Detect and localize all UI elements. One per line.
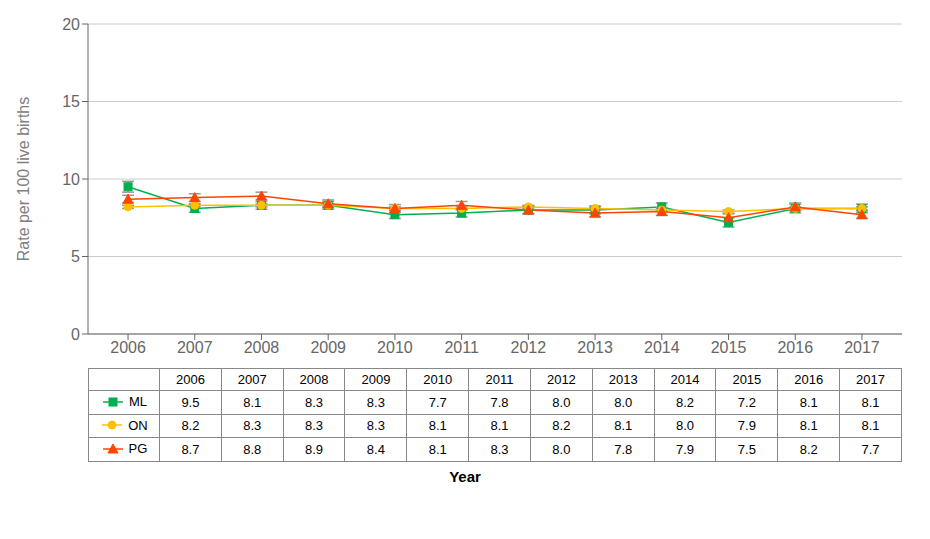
html-text:8.3: 8.3 (366, 394, 385, 410)
svg-text:2007: 2007 (177, 339, 213, 356)
html-text:7.9: 7.9 (676, 441, 695, 457)
html-text:8.1: 8.1 (428, 418, 447, 434)
html-text:8.1: 8.1 (490, 418, 509, 434)
html-text:7.8: 7.8 (490, 394, 509, 410)
svg-text:2012: 2012 (511, 339, 547, 356)
html-text:ON: ON (128, 417, 148, 433)
svg-text:Rate per 100 live births: Rate per 100 live births (15, 97, 32, 262)
html-text:8.3: 8.3 (366, 418, 385, 434)
html-text:8.8: 8.8 (243, 441, 262, 457)
html-text:8.0: 8.0 (552, 394, 571, 410)
html-text:7.2: 7.2 (737, 394, 756, 410)
html-text:PG: PG (128, 441, 148, 456)
html-text:8.3: 8.3 (305, 394, 324, 410)
svg-text:2016: 2016 (777, 339, 813, 356)
html-text:2008: 2008 (299, 372, 329, 387)
svg-text:2013: 2013 (577, 339, 613, 356)
svg-text:10: 10 (62, 171, 80, 188)
html-text:2010: 2010 (423, 372, 453, 387)
html-text:7.7: 7.7 (861, 441, 880, 457)
html-text:8.3: 8.3 (305, 418, 324, 434)
html-text:9.5: 9.5 (181, 394, 200, 410)
svg-text:0: 0 (71, 326, 80, 343)
html-text:7.8: 7.8 (614, 441, 633, 457)
html-text:2012: 2012 (546, 372, 576, 387)
svg-text:15: 15 (62, 93, 80, 110)
html-text:8.1: 8.1 (799, 394, 818, 410)
svg-text:2008: 2008 (244, 339, 280, 356)
svg-text:2010: 2010 (377, 339, 413, 356)
svg-text:2017: 2017 (844, 339, 880, 356)
html-text:8.0: 8.0 (614, 394, 633, 410)
svg-text:2006: 2006 (110, 339, 146, 356)
html-text:8.1: 8.1 (861, 418, 880, 434)
html-text:8.1: 8.1 (428, 441, 447, 457)
html-text:2015: 2015 (732, 372, 762, 387)
html-text:8.3: 8.3 (490, 441, 509, 457)
html-text:2007: 2007 (237, 372, 267, 387)
svg-text:20: 20 (62, 16, 80, 33)
html-text:8.7: 8.7 (181, 441, 200, 457)
html-text:8.2: 8.2 (181, 418, 200, 434)
html-text:2014: 2014 (670, 372, 700, 387)
html-text:8.2: 8.2 (552, 418, 571, 434)
html-text:8.1: 8.1 (614, 418, 633, 434)
html-text:8.2: 8.2 (676, 394, 695, 410)
svg-text:2011: 2011 (444, 339, 479, 356)
html-text:8.0: 8.0 (676, 418, 695, 434)
html-text:2009: 2009 (361, 372, 391, 387)
html-text:2013: 2013 (608, 372, 638, 387)
html-text:8.1: 8.1 (861, 394, 880, 410)
svg-text:2014: 2014 (644, 339, 680, 356)
svg-text:5: 5 (71, 248, 80, 265)
html-text:8.1: 8.1 (799, 418, 818, 434)
html-text:8.0: 8.0 (552, 441, 571, 457)
html-text:2006: 2006 (176, 372, 205, 387)
svg-text:2009: 2009 (310, 339, 346, 356)
html-text:7.9: 7.9 (737, 418, 756, 434)
html-text:2016: 2016 (794, 372, 824, 387)
html-text:2011: 2011 (485, 372, 514, 387)
html-text:2017: 2017 (856, 372, 885, 387)
html-text:7.5: 7.5 (737, 441, 756, 457)
html-text:8.9: 8.9 (305, 441, 324, 457)
html-text:8.1: 8.1 (243, 394, 262, 410)
html-text:8.2: 8.2 (799, 441, 818, 457)
html-text:8.3: 8.3 (243, 418, 262, 434)
html-text:8.4: 8.4 (366, 441, 385, 457)
svg-text:2015: 2015 (711, 339, 747, 356)
html-text:Year: Year (449, 467, 481, 485)
html-text:7.7: 7.7 (428, 394, 447, 410)
html-text:ML: ML (129, 394, 147, 409)
